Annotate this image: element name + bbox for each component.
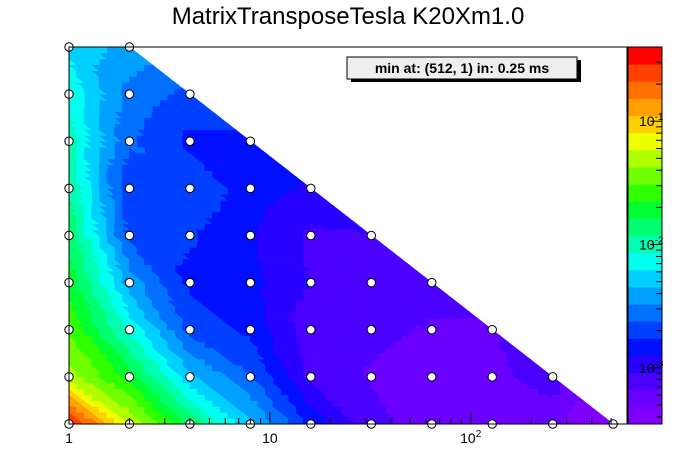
heatmap-cell [408, 264, 418, 272]
heatmap-cell [174, 81, 184, 89]
heatmap-cell [144, 58, 154, 66]
heatmap-cell [438, 287, 448, 295]
heatmap-cell [340, 211, 350, 219]
heatmap-cell [333, 205, 343, 213]
heatmap-cell [401, 258, 411, 266]
chart-title: MatrixTransposeTesla K20Xm1.0 [172, 3, 525, 30]
heatmap-cell [348, 217, 358, 225]
heatmap-cell [318, 193, 327, 201]
heatmap-cell [325, 199, 335, 207]
heatmap-cell [287, 169, 297, 177]
heatmap-cell [159, 69, 169, 77]
heatmap-cell [212, 111, 222, 119]
heatmap-cell [265, 152, 275, 160]
heatmap-cell [386, 246, 396, 254]
heatmap-cell [219, 116, 229, 124]
heatmap-cell [454, 299, 464, 307]
heatmap-cells [67, 46, 615, 425]
heatmap-cell [378, 240, 388, 248]
heatmap-cell [234, 128, 244, 136]
heatmap-cell [272, 158, 282, 166]
heatmap-cell [166, 75, 176, 83]
heatmap-cell [416, 270, 426, 278]
heatmap-cell [280, 164, 290, 172]
heatmap-cell [197, 99, 207, 107]
heatmap-cell [204, 105, 214, 113]
heatmap-cell [355, 223, 365, 230]
heatmap-cell [393, 252, 403, 260]
heatmap-cell [151, 63, 161, 71]
heatmap-cell [227, 122, 237, 130]
heatmap-cell [469, 311, 479, 319]
heatmap-cell [257, 146, 267, 154]
heatmap-cell [476, 317, 486, 325]
heatmap-cell [461, 305, 471, 313]
heatmap-cell [136, 52, 146, 60]
heatmap-cell [295, 175, 305, 183]
heatmap-cell [446, 293, 456, 301]
